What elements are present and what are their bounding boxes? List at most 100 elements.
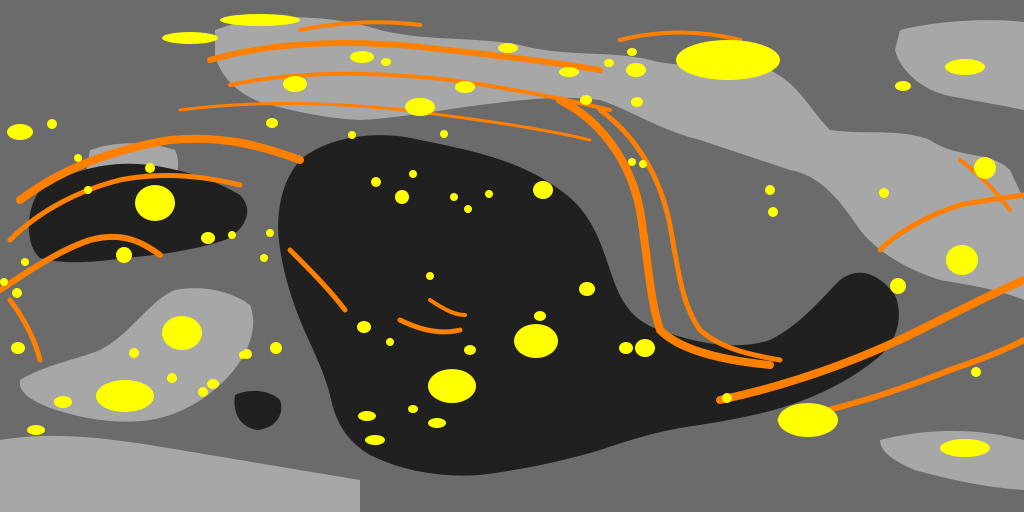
- crater: [116, 247, 132, 263]
- crater: [626, 63, 646, 77]
- crater: [485, 190, 493, 198]
- crater: [464, 345, 476, 355]
- crater: [198, 387, 208, 397]
- crater: [559, 67, 579, 77]
- highland-south: [0, 435, 360, 512]
- ridge-northwest-arc: [16, 134, 304, 204]
- crater: [580, 95, 592, 105]
- ridge-west-lower: [0, 233, 163, 293]
- crater: [7, 124, 33, 140]
- plains-southwest-patch: [234, 390, 282, 430]
- crater: [266, 118, 278, 128]
- crater: [631, 97, 643, 107]
- crater: [260, 254, 268, 262]
- crater-unit-layer: [0, 14, 996, 457]
- crater: [201, 232, 215, 244]
- crater: [47, 119, 57, 129]
- ridge-central-arc-outer: [556, 96, 774, 369]
- crater: [266, 229, 274, 237]
- crater: [428, 369, 476, 403]
- crater: [428, 418, 446, 428]
- crater: [940, 439, 990, 457]
- crater: [408, 405, 418, 413]
- crater: [440, 130, 448, 138]
- crater: [12, 288, 22, 298]
- ridge-north-band-1: [207, 40, 603, 73]
- crater: [350, 51, 374, 63]
- ridge-unit-layer: [0, 20, 1024, 423]
- plains-west: [28, 163, 248, 263]
- crater: [579, 282, 595, 296]
- crater: [409, 170, 417, 178]
- ridge-north-top: [298, 20, 422, 32]
- crater: [945, 59, 985, 75]
- crater: [946, 245, 978, 275]
- ridge-central-small-2: [397, 317, 463, 335]
- ridge-west-arc-2: [7, 172, 243, 243]
- crater: [879, 188, 889, 198]
- crater: [357, 321, 371, 333]
- crater: [635, 339, 655, 357]
- crater: [619, 342, 633, 354]
- ridge-east-edge-1: [877, 192, 1024, 253]
- ridge-central-small-1: [287, 247, 348, 313]
- ridge-east-arc-1: [716, 276, 1024, 404]
- ridge-west-left-edge: [7, 297, 43, 363]
- crater: [270, 342, 282, 354]
- crater: [129, 348, 139, 358]
- crater: [220, 14, 300, 26]
- crater: [971, 367, 981, 377]
- crater: [895, 81, 911, 91]
- crater: [768, 207, 778, 217]
- crater: [348, 131, 356, 139]
- crater: [426, 272, 434, 280]
- crater: [358, 411, 376, 421]
- crater: [628, 158, 636, 166]
- crater: [135, 185, 175, 221]
- crater: [239, 351, 247, 359]
- crater: [21, 258, 29, 266]
- crater: [974, 157, 996, 179]
- crater: [778, 403, 838, 437]
- crater: [11, 342, 25, 354]
- crater: [765, 185, 775, 195]
- crater: [162, 32, 218, 44]
- crater: [167, 373, 177, 383]
- ridge-northeast-band: [618, 30, 742, 42]
- crater: [455, 81, 475, 93]
- crater: [386, 338, 394, 346]
- crater: [498, 43, 518, 53]
- crater: [514, 324, 558, 358]
- crater: [96, 380, 154, 412]
- crater: [676, 40, 780, 80]
- crater: [54, 396, 72, 408]
- crater: [74, 154, 82, 162]
- crater: [722, 393, 732, 403]
- crater: [0, 278, 8, 286]
- crater: [405, 98, 435, 116]
- crater: [464, 205, 472, 213]
- crater: [533, 181, 553, 199]
- ridge-east-edge-2: [958, 158, 1012, 212]
- ridge-central-arc-inner: [597, 107, 783, 363]
- crater: [283, 76, 307, 92]
- crater: [365, 435, 385, 445]
- crater: [627, 48, 637, 56]
- crater: [450, 193, 458, 201]
- crater: [639, 160, 647, 168]
- crater: [604, 59, 614, 67]
- crater: [534, 311, 546, 321]
- crater: [145, 163, 155, 173]
- crater: [84, 186, 92, 194]
- crater: [207, 379, 219, 389]
- crater: [890, 278, 906, 294]
- crater: [228, 231, 236, 239]
- crater: [162, 316, 202, 350]
- crater: [395, 190, 409, 204]
- crater: [381, 58, 391, 66]
- highland-north: [215, 17, 1024, 301]
- ridge-central-small-3: [428, 298, 467, 317]
- crater: [371, 177, 381, 187]
